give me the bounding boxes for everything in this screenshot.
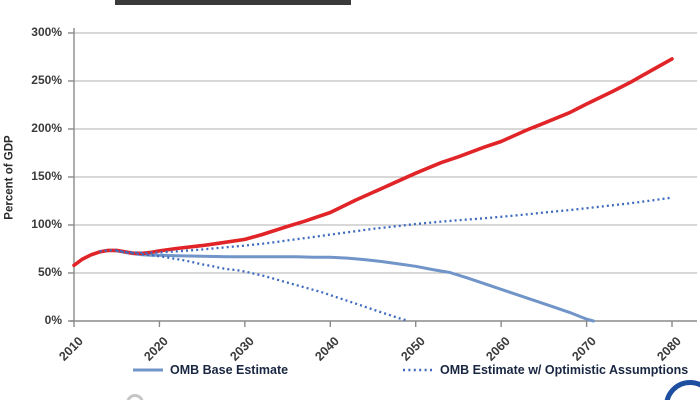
series-omb-optimistic-upper — [99, 196, 673, 254]
y-axis-tick-label: 100% — [31, 217, 62, 231]
chart-legend: OMB Base Estimate OMB Estimate w/ Optimi… — [0, 361, 700, 383]
series-omb-base-estimate — [72, 248, 595, 323]
legend-item-omb-optimistic: OMB Estimate w/ Optimistic Assumptions — [402, 361, 688, 379]
y-axis-tick-label: 200% — [31, 121, 62, 135]
cropped-title-bar — [115, 0, 351, 5]
legend-item-omb-base-estimate: OMB Base Estimate — [132, 361, 288, 379]
y-axis-tick-label: 300% — [31, 25, 62, 39]
solid-line-legend-icon — [133, 368, 163, 372]
legend-label: OMB Estimate w/ Optimistic Assumptions — [440, 363, 689, 377]
series-omb-optimistic-lower — [116, 249, 408, 322]
y-axis-tick-label: 0% — [44, 313, 62, 327]
y-axis-tick-label: 250% — [31, 73, 62, 87]
y-axis-tick-label: 150% — [31, 169, 62, 183]
legend-label: OMB Base Estimate — [170, 363, 289, 377]
y-axis-tick-label: 50% — [37, 265, 62, 279]
dotted-line-legend-icon — [403, 368, 433, 372]
series-red-projection — [72, 57, 674, 268]
